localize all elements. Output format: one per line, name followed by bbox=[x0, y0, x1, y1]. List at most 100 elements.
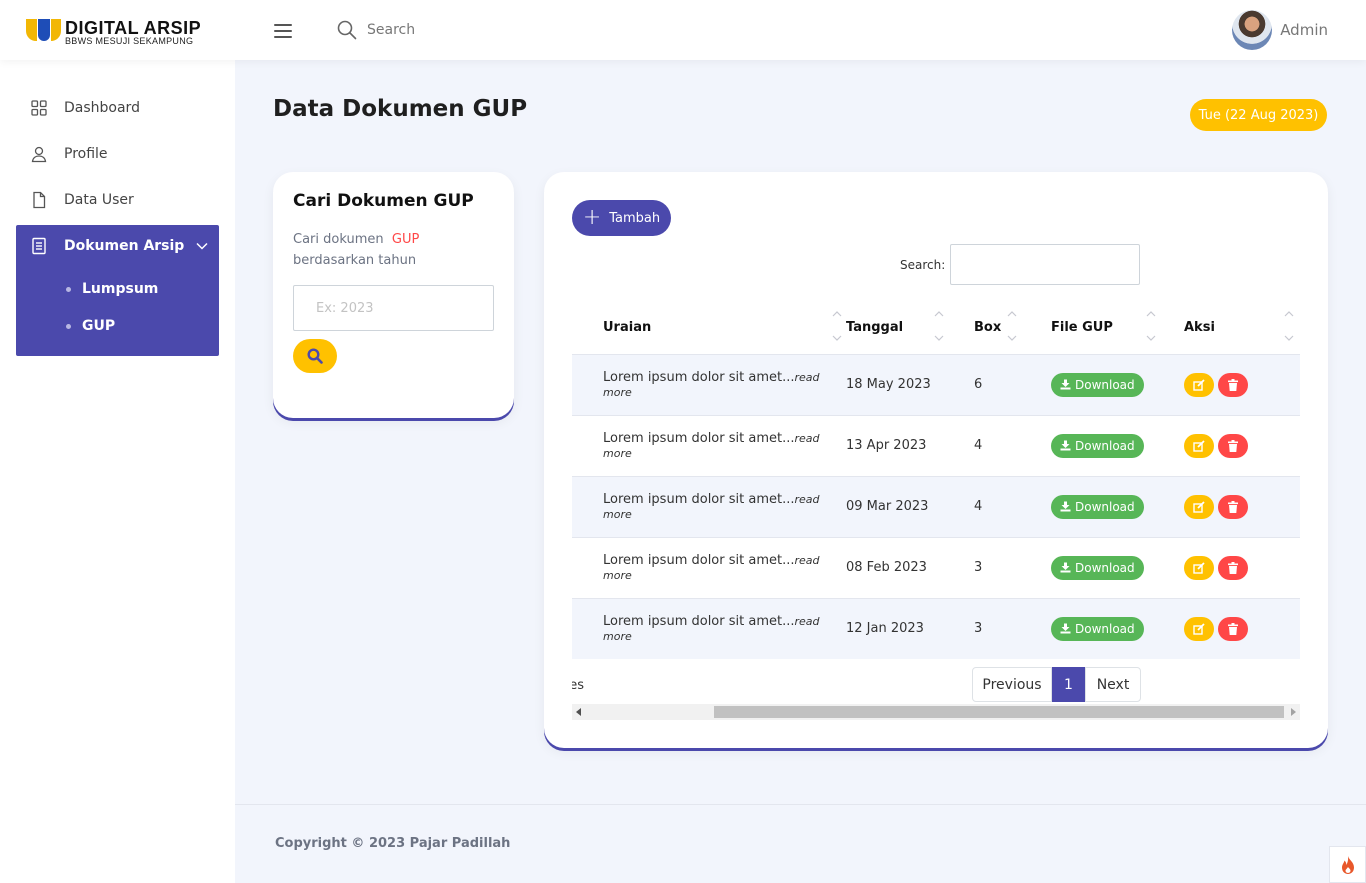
sidebar: Dashboard Profile Data User Dokumen Arsi… bbox=[0, 60, 235, 883]
table-card: + Tambah Search: Uraian Tanggal bbox=[544, 172, 1328, 748]
sidebar-dokumen-arsip-toggle[interactable]: Dokumen Arsip bbox=[30, 237, 208, 255]
page-title: Data Dokumen GUP bbox=[273, 96, 528, 122]
edit-icon bbox=[1193, 500, 1205, 513]
top-search-input[interactable] bbox=[367, 22, 547, 38]
copyright-text: Copyright © 2023 Pajar Padillah bbox=[275, 836, 511, 851]
edit-icon bbox=[1193, 623, 1205, 635]
next-page-button[interactable]: Next bbox=[1085, 667, 1141, 702]
edit-button[interactable] bbox=[1184, 616, 1214, 641]
sidebar-item-label: Dashboard bbox=[64, 100, 140, 116]
sidebar-item-data-user[interactable]: Data User bbox=[30, 191, 134, 209]
trash-icon bbox=[1228, 622, 1238, 635]
add-button[interactable]: + Tambah bbox=[572, 200, 671, 236]
box-cell: 3 bbox=[974, 537, 1051, 599]
search-card-description: Cari dokumen GUP berdasarkan tahun bbox=[293, 232, 420, 268]
read-more-link[interactable]: read more bbox=[603, 431, 820, 460]
edit-button[interactable] bbox=[1184, 433, 1214, 458]
pu-logo-icon bbox=[26, 19, 62, 43]
plus-icon: + bbox=[582, 205, 602, 230]
delete-button[interactable] bbox=[1218, 494, 1248, 519]
tanggal-cell: 12 Jan 2023 bbox=[846, 598, 974, 659]
edit-button[interactable] bbox=[1184, 494, 1214, 519]
table-search-label: Search: bbox=[900, 258, 946, 272]
table-info-text: es bbox=[572, 678, 584, 693]
delete-button[interactable] bbox=[1218, 372, 1248, 397]
download-icon bbox=[1060, 623, 1071, 634]
download-button[interactable]: Download bbox=[1051, 555, 1144, 580]
year-input[interactable] bbox=[293, 285, 494, 331]
delete-button[interactable] bbox=[1218, 433, 1248, 458]
scroll-left-icon[interactable] bbox=[576, 708, 581, 716]
previous-page-button[interactable]: Previous bbox=[972, 667, 1052, 702]
brand-logo[interactable]: DIGITAL ARSIP BBWS MESUJI SEKAMPUNG bbox=[26, 19, 201, 46]
search-icon bbox=[307, 348, 323, 364]
uraian-text: Lorem ipsum dolor sit amet... bbox=[603, 552, 795, 568]
scroll-right-icon[interactable] bbox=[1291, 708, 1296, 716]
box-cell: 4 bbox=[974, 476, 1051, 538]
file-icon bbox=[33, 191, 46, 209]
user-icon bbox=[31, 146, 47, 163]
download-icon bbox=[1060, 379, 1071, 390]
delete-button[interactable] bbox=[1218, 555, 1248, 580]
scrollbar-thumb[interactable] bbox=[714, 706, 1284, 718]
menu-toggle-icon[interactable] bbox=[274, 24, 292, 38]
download-button[interactable]: Download bbox=[1051, 616, 1144, 641]
sort-icon bbox=[934, 311, 944, 341]
flame-icon[interactable] bbox=[1329, 846, 1366, 883]
read-more-link[interactable]: read more bbox=[603, 553, 820, 582]
sidebar-item-label: Dokumen Arsip bbox=[64, 238, 185, 254]
grid-icon bbox=[31, 100, 47, 116]
read-more-link[interactable]: read more bbox=[603, 614, 820, 643]
data-table: Uraian Tanggal Box File GUP bbox=[572, 300, 1300, 660]
sort-icon bbox=[1284, 311, 1294, 341]
trash-icon bbox=[1228, 500, 1238, 513]
uraian-text: Lorem ipsum dolor sit amet... bbox=[603, 430, 795, 446]
user-name[interactable]: Admin bbox=[1280, 21, 1328, 39]
download-icon bbox=[1060, 501, 1071, 512]
column-header-aksi[interactable]: Aksi bbox=[1184, 300, 1300, 355]
uraian-text: Lorem ipsum dolor sit amet... bbox=[603, 369, 795, 385]
read-more-link[interactable]: read more bbox=[603, 492, 820, 521]
sidebar-item-profile[interactable]: Profile bbox=[30, 145, 108, 163]
download-button[interactable]: Download bbox=[1051, 372, 1144, 397]
table-row: Lorem ipsum dolor sit amet...read more 0… bbox=[572, 537, 1300, 599]
document-icon bbox=[32, 237, 46, 255]
column-header-box[interactable]: Box bbox=[974, 300, 1051, 355]
page-1-button[interactable]: 1 bbox=[1052, 667, 1085, 702]
delete-button[interactable] bbox=[1218, 616, 1248, 641]
table-search-input[interactable] bbox=[950, 244, 1140, 285]
sidebar-item-label: Profile bbox=[64, 146, 108, 162]
sidebar-subitem-lumpsum[interactable]: Lumpsum bbox=[66, 281, 158, 297]
date-badge: Tue (22 Aug 2023) bbox=[1190, 99, 1327, 131]
read-more-link[interactable]: read more bbox=[603, 370, 820, 399]
edit-button[interactable] bbox=[1184, 555, 1214, 580]
tanggal-cell: 09 Mar 2023 bbox=[846, 476, 974, 538]
column-header-tanggal[interactable]: Tanggal bbox=[846, 300, 974, 355]
download-button[interactable]: Download bbox=[1051, 433, 1144, 458]
horizontal-scrollbar[interactable] bbox=[572, 704, 1300, 720]
column-header-uraian[interactable]: Uraian bbox=[572, 300, 846, 355]
edit-icon bbox=[1193, 561, 1205, 574]
trash-icon bbox=[1228, 439, 1238, 452]
column-header-file-gup[interactable]: File GUP bbox=[1051, 300, 1184, 355]
download-button[interactable]: Download bbox=[1051, 494, 1144, 519]
edit-icon bbox=[1193, 439, 1205, 452]
sidebar-subitem-gup[interactable]: GUP bbox=[66, 318, 115, 334]
search-button[interactable] bbox=[293, 339, 337, 373]
search-card: Cari Dokumen GUP Cari dokumen GUP berdas… bbox=[273, 172, 514, 418]
tanggal-cell: 08 Feb 2023 bbox=[846, 537, 974, 599]
user-menu[interactable]: Admin bbox=[1232, 10, 1328, 50]
top-navbar: DIGITAL ARSIP BBWS MESUJI SEKAMPUNG Admi… bbox=[0, 0, 1366, 60]
brand-subtitle: BBWS MESUJI SEKAMPUNG bbox=[65, 36, 194, 46]
sort-icon bbox=[1007, 311, 1017, 341]
box-cell: 3 bbox=[974, 598, 1051, 659]
chevron-down-icon bbox=[196, 242, 208, 250]
sidebar-item-dokumen-arsip: Dokumen Arsip Lumpsum GUP bbox=[16, 225, 219, 356]
sort-icon bbox=[832, 311, 842, 341]
footer: Copyright © 2023 Pajar Padillah bbox=[235, 804, 1366, 883]
edit-button[interactable] bbox=[1184, 372, 1214, 397]
avatar[interactable] bbox=[1232, 10, 1273, 50]
sidebar-item-dashboard[interactable]: Dashboard bbox=[30, 99, 140, 117]
uraian-text: Lorem ipsum dolor sit amet... bbox=[603, 613, 795, 629]
box-cell: 4 bbox=[974, 415, 1051, 477]
